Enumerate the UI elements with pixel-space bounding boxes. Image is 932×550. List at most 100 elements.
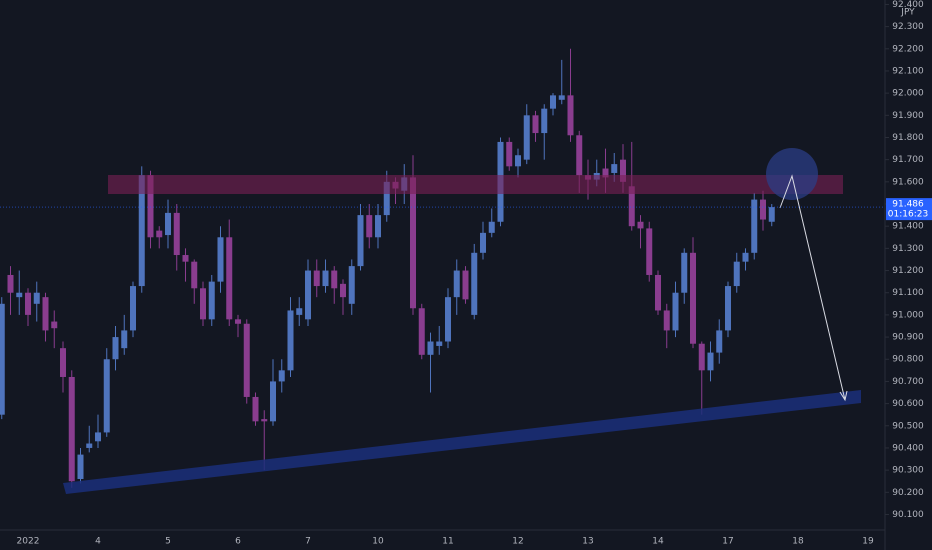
candle-body xyxy=(637,221,644,229)
candle-body xyxy=(567,95,574,136)
candle-body xyxy=(0,303,5,415)
candle-body xyxy=(532,115,539,134)
candle-body xyxy=(156,230,163,238)
x-tick-label: 18 xyxy=(792,537,804,547)
candle-body xyxy=(200,288,206,320)
candle-body xyxy=(410,177,416,309)
candle-body xyxy=(725,286,731,331)
candle-body xyxy=(611,164,618,173)
candle-body xyxy=(375,215,381,238)
candle-body xyxy=(707,352,714,371)
candle-body xyxy=(445,297,451,342)
candle-body xyxy=(760,199,766,220)
candle-body xyxy=(252,396,259,422)
y-tick-label: 92.000 xyxy=(892,89,924,99)
candle-body xyxy=(25,292,31,315)
candle-body xyxy=(270,381,276,422)
candle-body xyxy=(68,376,75,482)
x-tick-label: 7 xyxy=(305,537,311,547)
y-tick-label: 90.900 xyxy=(892,333,924,343)
candle-body xyxy=(698,343,705,371)
candle-body xyxy=(42,297,49,331)
y-tick-label: 91.800 xyxy=(892,133,924,143)
candle-body xyxy=(541,108,548,134)
candle-body xyxy=(147,175,154,238)
candle-body xyxy=(742,252,749,262)
candle-body xyxy=(165,212,171,236)
y-tick-label: 91.700 xyxy=(892,155,924,165)
y-tick-label: 92.200 xyxy=(892,44,924,54)
y-tick-label: 92.300 xyxy=(892,22,924,32)
y-tick-label: 91.000 xyxy=(892,310,924,320)
last-price-box xyxy=(886,198,932,221)
drawings xyxy=(63,148,861,494)
x-tick-label: 19 xyxy=(862,537,874,547)
x-tick-label: 13 xyxy=(582,537,593,547)
candle-body xyxy=(305,270,311,320)
candle-body xyxy=(383,181,390,216)
candle-body xyxy=(296,308,303,315)
x-tick-label: 5 xyxy=(165,537,171,547)
x-tick-label: 11 xyxy=(442,537,453,547)
x-tick-label: 17 xyxy=(722,537,733,547)
candle-body xyxy=(558,95,565,100)
candle-body xyxy=(138,175,145,287)
candle-body xyxy=(462,270,469,300)
x-tick-label: 14 xyxy=(652,537,664,547)
candle-body xyxy=(427,341,434,355)
y-tick-label: 90.100 xyxy=(892,510,924,520)
candle-body xyxy=(182,255,189,262)
candle-body xyxy=(628,186,635,227)
candle-body xyxy=(655,274,661,311)
last-price-label: 91.486 xyxy=(892,200,924,210)
x-tick-label: 12 xyxy=(512,537,523,547)
candle-body xyxy=(348,266,355,304)
y-tick-label: 91.300 xyxy=(892,244,924,254)
candle-body xyxy=(523,115,530,160)
candle-body xyxy=(471,252,478,315)
candle-body xyxy=(515,155,521,167)
y-tick-label: 90.700 xyxy=(892,377,924,387)
x-tick-label: 4 xyxy=(95,537,101,547)
candle-body xyxy=(751,199,758,253)
candle-body xyxy=(217,237,224,282)
projection-arrow xyxy=(779,174,846,401)
arrow-head xyxy=(839,390,848,402)
candle-body xyxy=(576,135,583,176)
candle-body xyxy=(480,232,486,253)
target-circle xyxy=(766,148,818,200)
y-tick-label: 91.200 xyxy=(892,266,924,276)
candle-body xyxy=(663,310,670,331)
candle-body xyxy=(130,286,136,331)
candle-body xyxy=(322,270,329,287)
y-tick-label: 91.600 xyxy=(892,177,924,187)
candle-body xyxy=(7,274,14,293)
candle-body xyxy=(60,348,66,377)
candle-body xyxy=(646,228,653,275)
currency-label: JPY xyxy=(900,8,915,18)
candle-body xyxy=(620,159,626,182)
candle-body xyxy=(235,319,241,324)
candle-body xyxy=(488,221,495,233)
candle-body xyxy=(95,432,101,442)
candle-body xyxy=(672,292,679,331)
candle-body xyxy=(340,283,346,298)
y-tick-label: 90.600 xyxy=(892,399,924,409)
x-tick-label: 6 xyxy=(235,537,241,547)
candle-body xyxy=(436,341,443,346)
resistance-zone xyxy=(108,175,843,194)
candle-body xyxy=(278,370,285,382)
candle-body xyxy=(103,359,110,433)
candle-body xyxy=(681,252,688,293)
candle-body xyxy=(121,330,128,349)
y-tick-label: 90.800 xyxy=(892,355,924,365)
candle-body xyxy=(191,261,198,289)
y-tick-label: 90.300 xyxy=(892,466,924,476)
candle-body xyxy=(733,261,740,287)
candle-body xyxy=(208,281,215,320)
candle-body xyxy=(602,168,609,178)
candle-body xyxy=(506,141,513,167)
candle-body xyxy=(86,443,93,448)
candle-body xyxy=(357,215,364,267)
